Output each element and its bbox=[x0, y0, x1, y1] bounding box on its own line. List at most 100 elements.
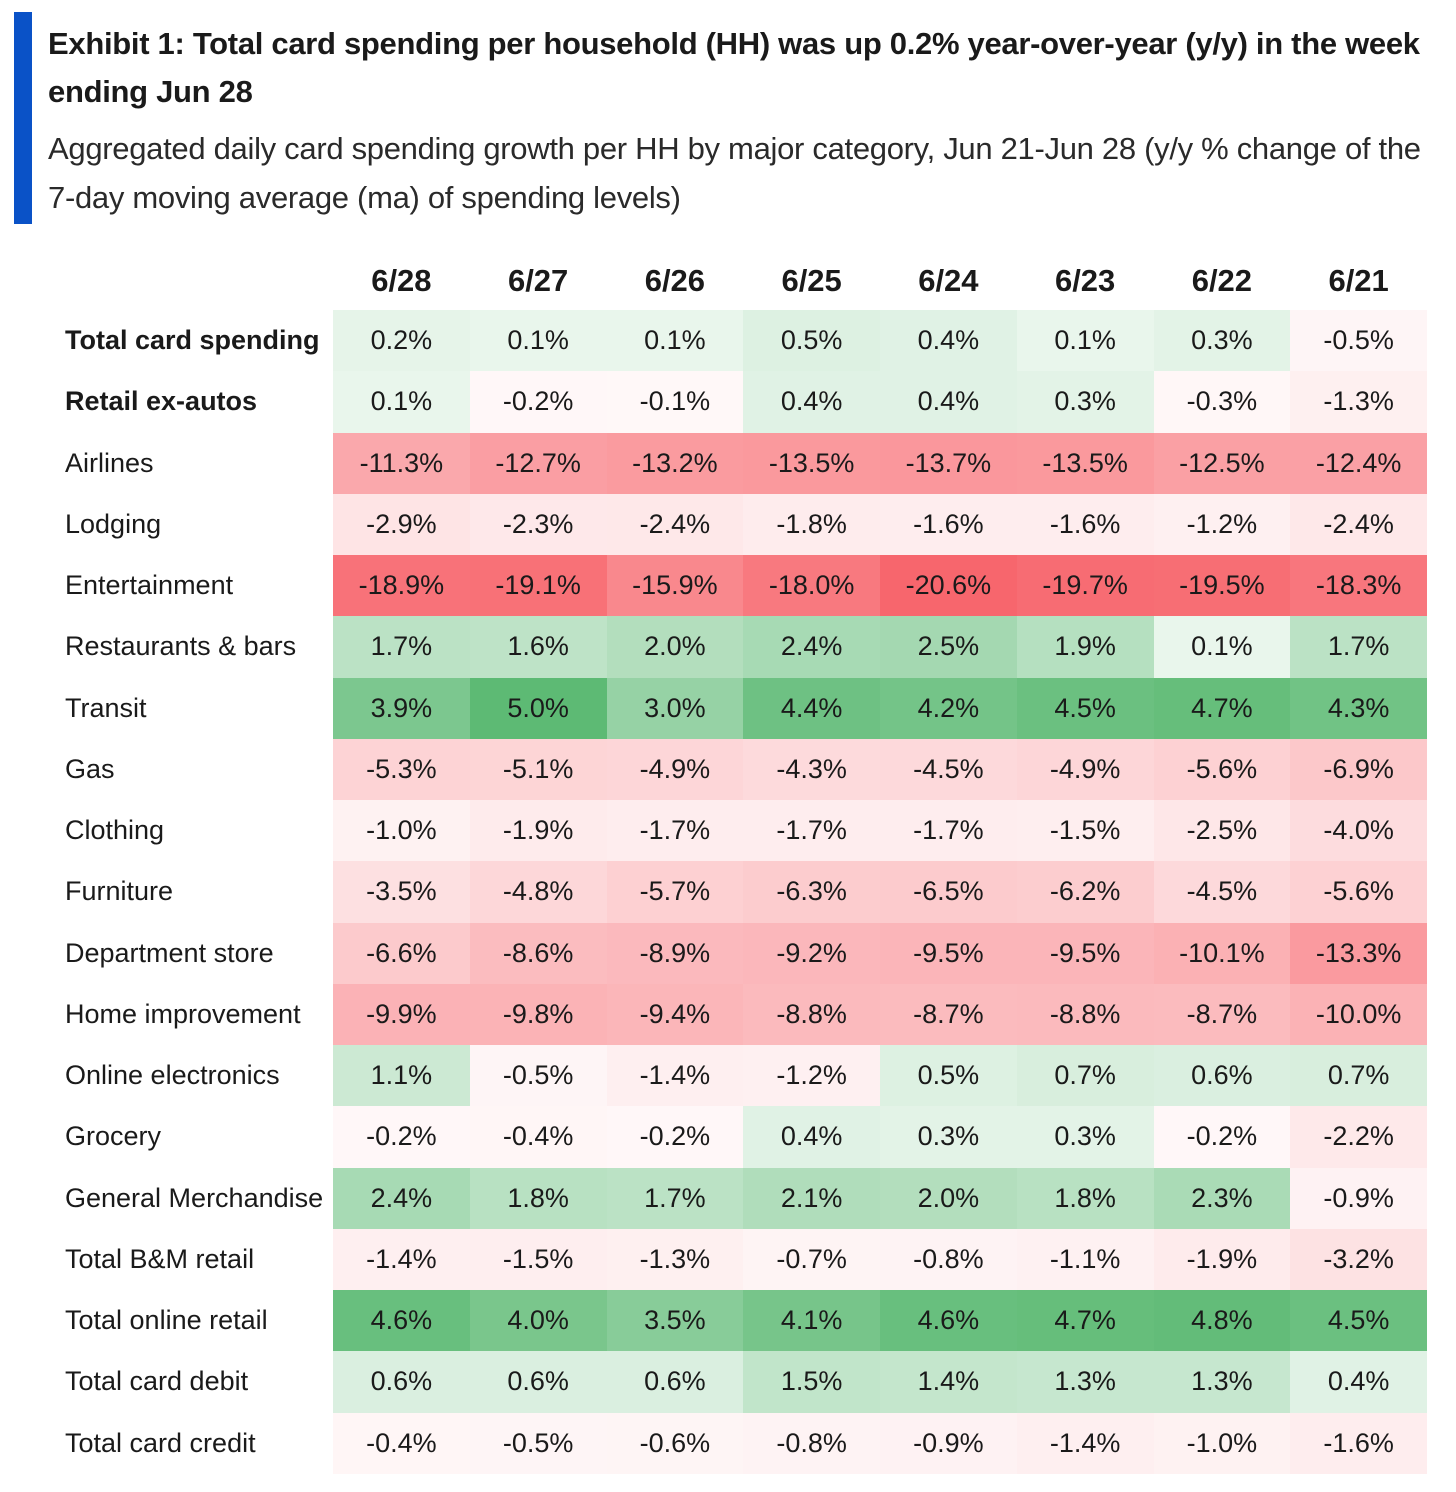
heatmap-cell: 2.0% bbox=[606, 616, 744, 678]
row-general-merchandise: General Merchandise 2.4% 1.8% 1.7% 2.1% 2.0% 1… bbox=[60, 1167, 1427, 1229]
heatmap-cell: -1.8% bbox=[743, 493, 880, 555]
heatmap-cell: 0.6% bbox=[469, 1351, 607, 1413]
heatmap-cell: -0.5% bbox=[469, 1412, 607, 1474]
row-total-card-credit: Total card credit -0.4% -0.5% -0.6% -0.8% -0.… bbox=[60, 1412, 1427, 1474]
heatmap-cell: -19.1% bbox=[469, 555, 607, 617]
heatmap-cell: -4.0% bbox=[1290, 800, 1427, 862]
heatmap-cell: 2.1% bbox=[743, 1167, 880, 1229]
heatmap-cell: 0.1% bbox=[469, 310, 607, 372]
heatmap-cell: -0.8% bbox=[880, 1228, 1017, 1290]
heatmap-cell: 4.1% bbox=[743, 1290, 880, 1352]
heatmap-cell: -6.3% bbox=[743, 861, 880, 923]
row-label: Online electronics bbox=[65, 1060, 280, 1091]
heatmap-cell: -15.9% bbox=[606, 555, 744, 617]
heatmap-cell: 0.4% bbox=[1290, 1351, 1427, 1413]
row-home-improvement: Home improvement -9.9% -9.8% -9.4% -8.8% -8.7… bbox=[60, 983, 1427, 1045]
heatmap-cell: -9.5% bbox=[1016, 922, 1154, 984]
heatmap-cell: -1.6% bbox=[880, 493, 1017, 555]
heatmap-cell: -1.2% bbox=[743, 1045, 880, 1107]
heatmap-cell: 0.1% bbox=[606, 310, 744, 372]
heatmap-cell: -4.9% bbox=[1016, 738, 1154, 800]
heatmap-cell: -13.5% bbox=[743, 432, 880, 494]
heatmap-cell: -10.0% bbox=[1290, 983, 1427, 1045]
row-label: Clothing bbox=[65, 815, 165, 846]
heatmap-cell: 0.6% bbox=[333, 1351, 470, 1413]
heatmap-cell: 0.4% bbox=[743, 371, 880, 433]
row-clothing: Clothing -1.0% -1.9% -1.7% -1.7% -1.7% -1.5% -2… bbox=[60, 800, 1427, 862]
column-header: 6/21 bbox=[1328, 263, 1389, 298]
row-label: Total card debit bbox=[65, 1366, 249, 1397]
column-header: 6/24 bbox=[918, 263, 979, 298]
heatmap-cell: -1.3% bbox=[1290, 371, 1427, 433]
heatmap-cell: 0.4% bbox=[880, 310, 1017, 372]
heatmap-cell: -8.8% bbox=[743, 983, 880, 1045]
row-label: Total B&M retail bbox=[65, 1243, 255, 1274]
heatmap-cell: -1.1% bbox=[1016, 1228, 1154, 1290]
heatmap-cell: -9.5% bbox=[880, 922, 1017, 984]
column-header: 6/22 bbox=[1191, 263, 1253, 298]
heatmap-cell: -6.2% bbox=[1016, 861, 1154, 923]
row-label: Department store bbox=[65, 937, 274, 968]
heatmap-cell: 2.3% bbox=[1153, 1167, 1291, 1229]
heatmap-cell: 0.1% bbox=[1016, 310, 1154, 372]
heatmap-cell: -6.9% bbox=[1290, 738, 1427, 800]
row-label: Entertainment bbox=[65, 570, 234, 601]
heatmap-cell: -1.9% bbox=[469, 800, 607, 862]
heatmap-cell: -3.5% bbox=[333, 861, 470, 923]
heatmap-cell: -8.6% bbox=[469, 922, 607, 984]
heatmap-cell: -4.5% bbox=[880, 738, 1017, 800]
heatmap-cell: -6.5% bbox=[880, 861, 1017, 923]
heatmap-cell: -13.3% bbox=[1290, 922, 1427, 984]
row-label: Lodging bbox=[65, 508, 162, 539]
heatmap-cell: 1.5% bbox=[743, 1351, 880, 1413]
heatmap-cell: 0.3% bbox=[1153, 310, 1291, 372]
row-label: General Merchandise bbox=[65, 1182, 324, 1213]
heatmap-cell: 3.9% bbox=[333, 677, 470, 739]
heatmap-cell: -0.5% bbox=[469, 1045, 607, 1107]
heatmap-cell: -4.3% bbox=[743, 738, 880, 800]
row-label: Restaurants & bars bbox=[65, 631, 297, 662]
row-online-electronics: Online electronics 1.1% -0.5% -1.4% -1.2% 0.5… bbox=[60, 1045, 1427, 1107]
heatmap-cell: -1.4% bbox=[606, 1045, 744, 1107]
heatmap-cell: -2.3% bbox=[469, 493, 607, 555]
heatmap-cell: 3.5% bbox=[606, 1290, 744, 1352]
heatmap-cell: 4.6% bbox=[880, 1290, 1017, 1352]
heatmap-cell: -1.2% bbox=[1153, 493, 1291, 555]
row-lodging: Lodging -2.9% -2.3% -2.4% -1.8% -1.6% -1.6% -1.… bbox=[60, 493, 1427, 555]
heatmap-cell: 2.4% bbox=[743, 616, 880, 678]
heatmap-cell: 1.6% bbox=[469, 616, 607, 678]
heatmap-cell: -8.7% bbox=[880, 983, 1017, 1045]
heatmap-cell: -1.4% bbox=[1016, 1412, 1154, 1474]
row-airlines: Airlines -11.3% -12.7% -13.2% -13.5% -13.7% -1… bbox=[60, 432, 1427, 494]
heatmap-cell: -19.5% bbox=[1153, 555, 1291, 617]
row-department-store: Department store -6.6% -8.6% -8.9% -9.2% -9.5… bbox=[60, 922, 1427, 984]
heatmap-cell: 3.0% bbox=[606, 677, 744, 739]
row-label: Total card credit bbox=[65, 1427, 256, 1458]
heatmap-cell: -1.3% bbox=[606, 1228, 744, 1290]
heatmap-cell: -5.1% bbox=[469, 738, 607, 800]
heatmap-cell: 0.1% bbox=[333, 371, 470, 433]
heatmap-cell: 1.7% bbox=[333, 616, 470, 678]
heatmap-cell: -2.2% bbox=[1290, 1106, 1427, 1168]
heatmap-cell: -0.6% bbox=[606, 1412, 744, 1474]
heatmap-cell: -0.5% bbox=[1290, 310, 1427, 372]
heatmap-cell: -4.9% bbox=[606, 738, 744, 800]
row-total-online-retail: Total online retail 4.6% 4.0% 3.5% 4.1% 4.6% 4… bbox=[60, 1290, 1427, 1352]
heatmap-cell: 5.0% bbox=[469, 677, 607, 739]
heatmap-cell: -5.7% bbox=[606, 861, 744, 923]
heatmap-cell: 0.6% bbox=[1153, 1045, 1291, 1107]
heatmap-cell: -0.1% bbox=[606, 371, 744, 433]
heatmap-cell: -0.2% bbox=[333, 1106, 470, 1168]
heatmap-cell: -13.5% bbox=[1016, 432, 1154, 494]
heatmap-cell: -12.5% bbox=[1153, 432, 1291, 494]
heatmap-cell: 4.7% bbox=[1016, 1290, 1154, 1352]
heatmap-cell: -18.0% bbox=[743, 555, 880, 617]
heatmap-cell: -5.3% bbox=[333, 738, 470, 800]
heatmap-cell: -4.5% bbox=[1153, 861, 1291, 923]
heatmap-cell: 0.2% bbox=[333, 310, 470, 372]
heatmap-cell: 0.3% bbox=[880, 1106, 1017, 1168]
heatmap-cell: -19.7% bbox=[1016, 555, 1154, 617]
heatmap-cell: -1.7% bbox=[606, 800, 744, 862]
heatmap-cell: -1.6% bbox=[1016, 493, 1154, 555]
heatmap-cell: -5.6% bbox=[1153, 738, 1291, 800]
